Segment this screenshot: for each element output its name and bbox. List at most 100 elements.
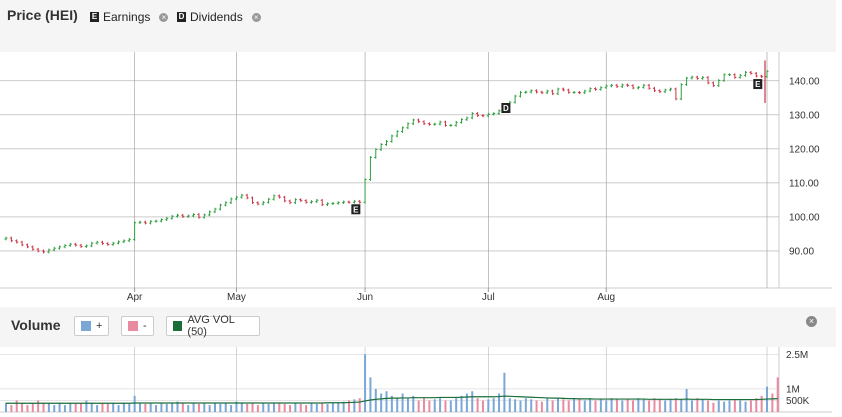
price-bar <box>695 75 699 80</box>
volume-bar <box>508 398 511 412</box>
volume-bar <box>562 399 565 412</box>
price-bar <box>127 238 131 243</box>
price-bar <box>556 87 560 96</box>
volume-bar <box>701 399 704 412</box>
volume-header: Volume + - AVG VOL (50) × <box>0 307 836 347</box>
volume-bar <box>364 354 367 412</box>
price-bar <box>658 89 662 94</box>
dividends-toggle[interactable]: D Dividends × <box>177 10 261 24</box>
svg-text:D: D <box>503 104 509 113</box>
price-bar <box>583 89 587 95</box>
price-bar <box>315 198 319 203</box>
price-y-tick-label: 130.00 <box>789 110 820 121</box>
price-bar <box>599 86 603 91</box>
price-bar <box>395 130 399 138</box>
earnings-marker-icon: E <box>753 79 763 90</box>
price-bar <box>192 213 196 218</box>
volume-bar <box>197 403 200 412</box>
price-bar <box>551 89 555 96</box>
price-bar <box>663 88 667 94</box>
volume-bar <box>214 402 217 412</box>
volume-bar <box>503 372 506 412</box>
price-y-tick-label: 100.00 <box>789 212 820 223</box>
volume-bar <box>144 403 147 412</box>
price-bar <box>347 200 351 204</box>
volume-bar <box>460 395 463 412</box>
price-chart: 90.00 100.00 110.00 120.00 130.00 140.00 Apr Ma… <box>0 52 836 307</box>
price-bar <box>288 199 292 205</box>
price-bar <box>690 75 694 80</box>
volume-bar <box>315 403 318 412</box>
volume-bar <box>128 403 131 412</box>
volume-up-legend-button[interactable]: + <box>74 316 110 336</box>
earnings-toggle[interactable]: E Earnings × <box>90 10 169 24</box>
price-bar <box>267 197 271 204</box>
price-bar <box>9 236 13 243</box>
volume-bar <box>728 400 731 412</box>
volume-bar <box>326 403 329 412</box>
avg-label: AVG VOL (50) <box>187 314 235 338</box>
price-bar <box>320 198 324 207</box>
volume-bar <box>305 405 308 412</box>
volume-bar <box>133 395 136 412</box>
volume-close-icon[interactable]: × <box>806 316 817 327</box>
price-bar <box>454 120 458 127</box>
price-bar <box>443 120 447 127</box>
price-bar <box>679 83 683 101</box>
volume-bar <box>776 377 779 412</box>
price-x-tick-label: Jun <box>357 292 373 303</box>
volume-bar <box>235 401 238 412</box>
earnings-close-icon[interactable]: × <box>159 12 169 22</box>
price-bar <box>277 194 281 199</box>
price-bar <box>224 201 228 207</box>
price-x-tick-label: Apr <box>127 292 143 303</box>
volume-bar <box>85 400 88 412</box>
price-bar <box>647 83 651 90</box>
volume-bar <box>160 402 163 412</box>
price-bar <box>25 243 29 249</box>
volume-bar <box>171 402 174 412</box>
avg-vol-legend-button[interactable]: AVG VOL (50) <box>166 314 260 338</box>
volume-bar <box>610 398 613 412</box>
volume-bar <box>69 402 72 412</box>
volume-bar <box>278 402 281 412</box>
price-bar <box>476 112 480 117</box>
volume-bar <box>337 402 340 412</box>
price-bar <box>401 126 405 133</box>
price-bar <box>245 193 249 200</box>
price-bar <box>117 240 121 245</box>
price-y-tick-label: 110.00 <box>789 178 819 189</box>
volume-bar <box>117 405 120 412</box>
volume-bar <box>396 398 399 412</box>
price-bar <box>636 85 640 90</box>
price-bar <box>74 242 78 247</box>
volume-down-legend-button[interactable]: - <box>121 316 154 336</box>
price-x-tick-label: Jul <box>482 292 495 303</box>
price-bar <box>733 73 737 79</box>
volume-bar <box>449 400 452 412</box>
volume-bar <box>423 398 426 412</box>
price-bar <box>208 210 212 217</box>
price-bar <box>765 69 769 79</box>
volume-bar <box>369 377 372 412</box>
earnings-label: Earnings <box>103 10 151 24</box>
price-bar <box>626 83 630 87</box>
price-bar <box>358 199 362 204</box>
earnings-marker-icon: E <box>351 204 361 215</box>
volume-bar <box>37 400 40 412</box>
price-bar <box>122 239 126 244</box>
volume-bar <box>669 399 672 412</box>
dividends-close-icon[interactable]: × <box>251 12 261 22</box>
price-bar <box>90 241 94 248</box>
avg-volume-line <box>6 395 778 404</box>
volume-bar <box>578 399 581 412</box>
volume-bar <box>498 393 501 412</box>
volume-bar <box>471 391 474 412</box>
earnings-badge-icon: E <box>90 12 99 22</box>
volume-bar <box>556 398 559 412</box>
price-bar <box>524 90 528 94</box>
price-bar <box>331 201 335 206</box>
dividends-badge-icon: D <box>177 12 186 22</box>
volume-bar <box>535 400 538 412</box>
